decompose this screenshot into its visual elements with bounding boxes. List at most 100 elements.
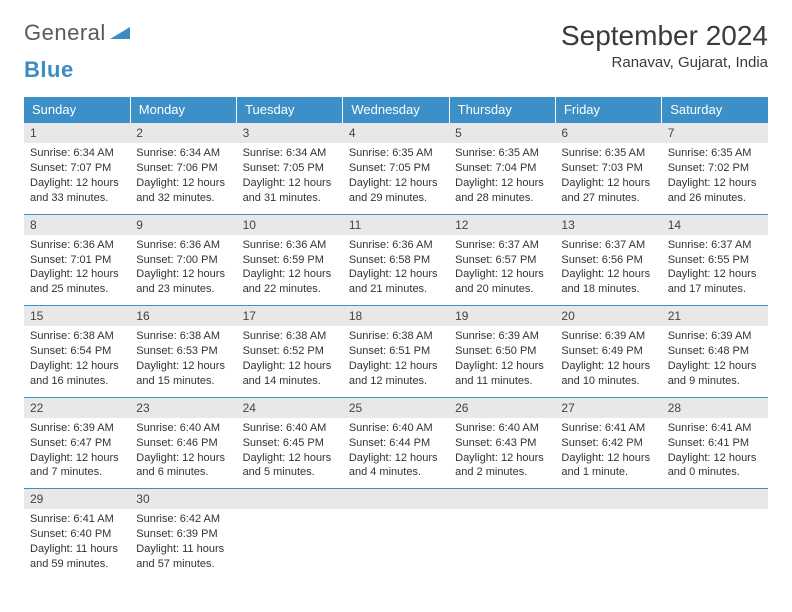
day-number: 2 bbox=[130, 123, 236, 143]
sunrise-text: Sunrise: 6:38 AM bbox=[243, 329, 337, 344]
calendar-day-cell: 3Sunrise: 6:34 AMSunset: 7:05 PMDaylight… bbox=[237, 123, 343, 215]
day-body bbox=[555, 509, 661, 559]
sunset-text: Sunset: 7:00 PM bbox=[136, 253, 230, 268]
sunrise-text: Sunrise: 6:34 AM bbox=[136, 146, 230, 161]
calendar-table: Sunday Monday Tuesday Wednesday Thursday… bbox=[24, 97, 768, 580]
calendar-day-cell: 20Sunrise: 6:39 AMSunset: 6:49 PMDayligh… bbox=[555, 306, 661, 398]
calendar-day-cell: 18Sunrise: 6:38 AMSunset: 6:51 PMDayligh… bbox=[343, 306, 449, 398]
day-number: 25 bbox=[343, 398, 449, 418]
day-number: 7 bbox=[662, 123, 768, 143]
daylight-text: Daylight: 12 hours and 2 minutes. bbox=[455, 451, 549, 481]
day-number: 4 bbox=[343, 123, 449, 143]
daylight-text: Daylight: 11 hours and 57 minutes. bbox=[136, 542, 230, 572]
day-number: 10 bbox=[237, 215, 343, 235]
sunset-text: Sunset: 6:55 PM bbox=[668, 253, 762, 268]
calendar-day-cell: 6Sunrise: 6:35 AMSunset: 7:03 PMDaylight… bbox=[555, 123, 661, 215]
calendar-day-cell: 1Sunrise: 6:34 AMSunset: 7:07 PMDaylight… bbox=[24, 123, 130, 215]
day-number: 30 bbox=[130, 489, 236, 509]
sunset-text: Sunset: 6:57 PM bbox=[455, 253, 549, 268]
day-number bbox=[237, 489, 343, 509]
day-body: Sunrise: 6:36 AMSunset: 6:59 PMDaylight:… bbox=[237, 235, 343, 305]
day-body: Sunrise: 6:38 AMSunset: 6:51 PMDaylight:… bbox=[343, 326, 449, 396]
day-body: Sunrise: 6:34 AMSunset: 7:06 PMDaylight:… bbox=[130, 143, 236, 213]
day-number: 19 bbox=[449, 306, 555, 326]
sunset-text: Sunset: 7:01 PM bbox=[30, 253, 124, 268]
day-number: 20 bbox=[555, 306, 661, 326]
calendar-day-cell: 8 Sunrise: 6:36 AMSunset: 7:01 PMDaylight… bbox=[24, 214, 130, 306]
calendar-day-cell bbox=[662, 489, 768, 580]
daylight-text: Daylight: 12 hours and 18 minutes. bbox=[561, 267, 655, 297]
day-number: 8 bbox=[24, 215, 130, 235]
day-number: 16 bbox=[130, 306, 236, 326]
day-number: 12 bbox=[449, 215, 555, 235]
sunset-text: Sunset: 6:46 PM bbox=[136, 436, 230, 451]
day-body: Sunrise: 6:40 AMSunset: 6:45 PMDaylight:… bbox=[237, 418, 343, 488]
day-number: 29 bbox=[24, 489, 130, 509]
calendar-week-row: 22Sunrise: 6:39 AMSunset: 6:47 PMDayligh… bbox=[24, 397, 768, 489]
daylight-text: Daylight: 12 hours and 5 minutes. bbox=[243, 451, 337, 481]
daylight-text: Daylight: 12 hours and 16 minutes. bbox=[30, 359, 124, 389]
day-body: Sunrise: 6:36 AMSunset: 7:00 PMDaylight:… bbox=[130, 235, 236, 305]
daylight-text: Daylight: 12 hours and 17 minutes. bbox=[668, 267, 762, 297]
calendar-day-cell bbox=[343, 489, 449, 580]
day-body: Sunrise: 6:38 AMSunset: 6:52 PMDaylight:… bbox=[237, 326, 343, 396]
calendar-day-cell: 17Sunrise: 6:38 AMSunset: 6:52 PMDayligh… bbox=[237, 306, 343, 398]
day-body: Sunrise: 6:35 AMSunset: 7:03 PMDaylight:… bbox=[555, 143, 661, 213]
sunrise-text: Sunrise: 6:42 AM bbox=[136, 512, 230, 527]
daylight-text: Daylight: 12 hours and 12 minutes. bbox=[349, 359, 443, 389]
day-number: 26 bbox=[449, 398, 555, 418]
day-number bbox=[343, 489, 449, 509]
day-number: 27 bbox=[555, 398, 661, 418]
title-block: September 2024 Ranavav, Gujarat, India bbox=[561, 20, 768, 71]
sunset-text: Sunset: 6:59 PM bbox=[243, 253, 337, 268]
day-body: Sunrise: 6:41 AMSunset: 6:42 PMDaylight:… bbox=[555, 418, 661, 488]
daylight-text: Daylight: 12 hours and 15 minutes. bbox=[136, 359, 230, 389]
day-number: 28 bbox=[662, 398, 768, 418]
day-number bbox=[555, 489, 661, 509]
sunrise-text: Sunrise: 6:35 AM bbox=[668, 146, 762, 161]
day-number bbox=[449, 489, 555, 509]
calendar-day-cell: 28Sunrise: 6:41 AMSunset: 6:41 PMDayligh… bbox=[662, 397, 768, 489]
daylight-text: Daylight: 12 hours and 25 minutes. bbox=[30, 267, 124, 297]
day-body: Sunrise: 6:36 AMSunset: 6:58 PMDaylight:… bbox=[343, 235, 449, 305]
sunrise-text: Sunrise: 6:34 AM bbox=[30, 146, 124, 161]
sunset-text: Sunset: 7:06 PM bbox=[136, 161, 230, 176]
sunset-text: Sunset: 7:03 PM bbox=[561, 161, 655, 176]
daylight-text: Daylight: 12 hours and 28 minutes. bbox=[455, 176, 549, 206]
calendar-day-cell: 10Sunrise: 6:36 AMSunset: 6:59 PMDayligh… bbox=[237, 214, 343, 306]
daylight-text: Daylight: 12 hours and 7 minutes. bbox=[30, 451, 124, 481]
sunrise-text: Sunrise: 6:39 AM bbox=[561, 329, 655, 344]
sunrise-text: Sunrise: 6:36 AM bbox=[30, 238, 124, 253]
daylight-text: Daylight: 12 hours and 14 minutes. bbox=[243, 359, 337, 389]
day-body: Sunrise: 6:38 AMSunset: 6:53 PMDaylight:… bbox=[130, 326, 236, 396]
day-body: Sunrise: 6:41 AMSunset: 6:40 PMDaylight:… bbox=[24, 509, 130, 579]
calendar-day-cell bbox=[555, 489, 661, 580]
day-body: Sunrise: 6:41 AMSunset: 6:41 PMDaylight:… bbox=[662, 418, 768, 488]
day-body: Sunrise: 6:37 AMSunset: 6:55 PMDaylight:… bbox=[662, 235, 768, 305]
col-wednesday: Wednesday bbox=[343, 97, 449, 123]
calendar-week-row: 29Sunrise: 6:41 AMSunset: 6:40 PMDayligh… bbox=[24, 489, 768, 580]
day-body: Sunrise: 6:40 AMSunset: 6:46 PMDaylight:… bbox=[130, 418, 236, 488]
calendar-day-cell: 14Sunrise: 6:37 AMSunset: 6:55 PMDayligh… bbox=[662, 214, 768, 306]
sunset-text: Sunset: 6:51 PM bbox=[349, 344, 443, 359]
sunset-text: Sunset: 6:54 PM bbox=[30, 344, 124, 359]
day-body: Sunrise: 6:34 AMSunset: 7:07 PMDaylight:… bbox=[24, 143, 130, 213]
sunset-text: Sunset: 6:48 PM bbox=[668, 344, 762, 359]
day-number: 13 bbox=[555, 215, 661, 235]
col-thursday: Thursday bbox=[449, 97, 555, 123]
sunrise-text: Sunrise: 6:40 AM bbox=[455, 421, 549, 436]
calendar-day-cell: 16Sunrise: 6:38 AMSunset: 6:53 PMDayligh… bbox=[130, 306, 236, 398]
sunset-text: Sunset: 7:05 PM bbox=[243, 161, 337, 176]
calendar-day-cell: 12Sunrise: 6:37 AMSunset: 6:57 PMDayligh… bbox=[449, 214, 555, 306]
day-number bbox=[662, 489, 768, 509]
calendar-day-cell bbox=[449, 489, 555, 580]
calendar-day-cell: 2Sunrise: 6:34 AMSunset: 7:06 PMDaylight… bbox=[130, 123, 236, 215]
daylight-text: Daylight: 12 hours and 21 minutes. bbox=[349, 267, 443, 297]
sunset-text: Sunset: 6:41 PM bbox=[668, 436, 762, 451]
day-body: Sunrise: 6:42 AMSunset: 6:39 PMDaylight:… bbox=[130, 509, 236, 579]
day-body bbox=[237, 509, 343, 559]
sunset-text: Sunset: 6:42 PM bbox=[561, 436, 655, 451]
daylight-text: Daylight: 12 hours and 32 minutes. bbox=[136, 176, 230, 206]
calendar-day-cell: 5Sunrise: 6:35 AMSunset: 7:04 PMDaylight… bbox=[449, 123, 555, 215]
calendar-day-cell: 27Sunrise: 6:41 AMSunset: 6:42 PMDayligh… bbox=[555, 397, 661, 489]
